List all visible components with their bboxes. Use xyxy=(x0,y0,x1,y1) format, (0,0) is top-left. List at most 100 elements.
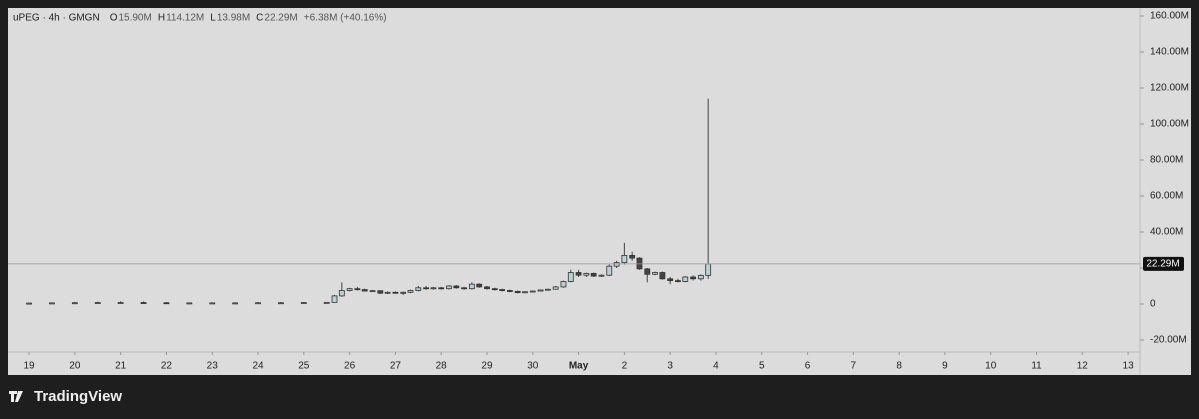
candle-body xyxy=(407,290,414,293)
candle-body xyxy=(423,287,429,290)
candle-body xyxy=(140,302,147,304)
x-tick-label: 5 xyxy=(759,361,765,372)
y-tick-label: 160.00M xyxy=(1150,11,1189,22)
x-tick-label: 12 xyxy=(1077,361,1089,372)
candle-body xyxy=(255,302,261,305)
legend-key: H xyxy=(158,13,165,24)
x-tick-label: 10 xyxy=(985,361,997,372)
candle-body xyxy=(346,288,353,291)
candle-body xyxy=(567,272,574,282)
candle-body xyxy=(117,302,124,304)
candle-body xyxy=(415,287,422,291)
x-tick-label: 24 xyxy=(252,361,264,372)
candle-body xyxy=(690,276,696,280)
candle-body xyxy=(621,254,628,263)
candle-body xyxy=(613,262,620,267)
legend-change: +6.38M (+40.16%) xyxy=(304,13,387,24)
x-tick-label: 11 xyxy=(1031,361,1042,372)
candle-body xyxy=(522,291,528,294)
x-tick-label: 21 xyxy=(115,361,127,372)
y-tick-label: 0 xyxy=(1150,299,1156,310)
legend-value: 15.90M xyxy=(118,13,151,24)
legend-value: 13.98M xyxy=(217,13,250,24)
x-tick-label: 19 xyxy=(24,361,36,372)
candle-body xyxy=(583,272,590,276)
legend-value: 114.12M xyxy=(166,13,204,24)
candle-body xyxy=(278,302,284,305)
price-label: 22.29M xyxy=(1146,259,1179,270)
candle-body xyxy=(552,286,559,290)
candle-body xyxy=(529,290,536,293)
candle-body xyxy=(537,289,544,292)
candle-body xyxy=(506,290,513,292)
candle-body xyxy=(300,302,307,304)
x-tick-label: 28 xyxy=(436,361,448,372)
x-tick-label: 8 xyxy=(896,361,902,372)
x-tick-label: 30 xyxy=(527,361,539,372)
candle-body xyxy=(71,302,78,305)
brand: TradingView xyxy=(9,388,122,405)
candle-body xyxy=(163,302,170,305)
candle-body xyxy=(667,278,674,281)
y-tick-label: 40.00M xyxy=(1150,227,1183,238)
x-tick-label: May xyxy=(569,361,589,372)
y-tick-label: 120.00M xyxy=(1150,83,1189,94)
candle-body xyxy=(644,268,651,275)
x-tick-label: 22 xyxy=(161,361,173,372)
candle-body xyxy=(575,272,582,276)
ohlc-legend: O 15.90M H 114.12M L 13.98M C 22.29M +6.38M (+40… xyxy=(110,13,387,24)
x-tick-label: 13 xyxy=(1123,361,1135,372)
x-tick-label: 23 xyxy=(207,361,219,372)
price-tag xyxy=(1143,256,1184,271)
candle-body xyxy=(438,287,445,290)
x-tick-label: 29 xyxy=(481,361,493,372)
chart-title: uPEG · 4h · GMGN xyxy=(13,13,100,24)
candle-body xyxy=(659,272,666,280)
brand-logo xyxy=(9,391,23,402)
candle-body xyxy=(354,288,361,291)
x-tick-label: 25 xyxy=(298,361,310,372)
brand-name: TradingView xyxy=(34,388,122,405)
candle-body xyxy=(392,291,399,294)
candle-body xyxy=(323,301,330,304)
candle-body xyxy=(682,276,689,282)
candle-body xyxy=(338,290,345,297)
candle-body xyxy=(361,289,368,292)
candle-body xyxy=(544,288,551,291)
candle-body xyxy=(186,302,193,305)
candle-body xyxy=(232,302,239,305)
candle-body xyxy=(705,263,712,276)
y-tick-label: -20.00M xyxy=(1150,335,1187,346)
candle-body xyxy=(675,280,681,282)
x-tick-label: 7 xyxy=(851,361,857,372)
candle-body xyxy=(400,291,407,294)
legend-value: 22.29M xyxy=(264,13,297,24)
candle-body xyxy=(697,274,704,280)
x-tick-label: 4 xyxy=(713,361,719,372)
candle-body xyxy=(94,302,101,304)
x-tick-label: 27 xyxy=(390,361,402,372)
candle-body xyxy=(560,281,567,288)
candle-body xyxy=(598,274,605,277)
candle-body xyxy=(369,290,376,293)
candle-body xyxy=(26,302,32,305)
candle-body xyxy=(453,285,460,289)
y-tick-label: 140.00M xyxy=(1150,47,1189,58)
legend-key: C xyxy=(256,13,263,24)
y-tick-label: 100.00M xyxy=(1150,119,1189,130)
x-tick-label: 20 xyxy=(69,361,81,372)
candle-body xyxy=(384,291,391,294)
y-tick-label: 80.00M xyxy=(1150,155,1183,166)
candle-body xyxy=(514,290,521,294)
chart-area xyxy=(8,8,1191,375)
candle-body xyxy=(49,302,55,305)
candle-body xyxy=(491,288,498,291)
candle-body xyxy=(331,295,338,303)
y-tick-label: 60.00M xyxy=(1150,191,1183,202)
x-tick-label: 9 xyxy=(942,361,948,372)
candle-body xyxy=(468,283,475,290)
candle-body xyxy=(377,290,384,294)
candle-body xyxy=(446,285,452,290)
x-tick-label: 2 xyxy=(622,361,628,372)
